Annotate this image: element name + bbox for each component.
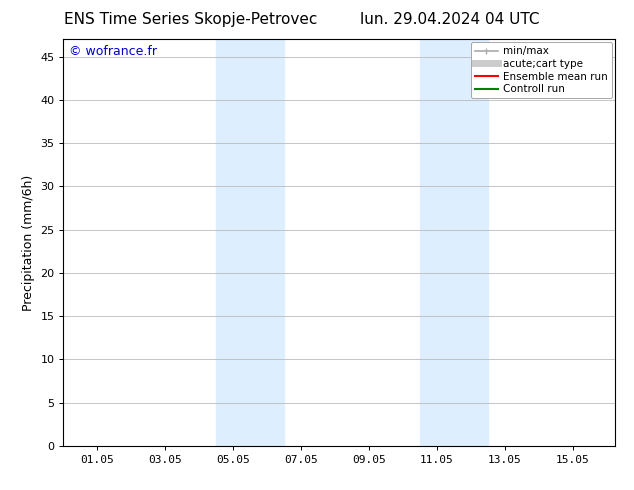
Text: ENS Time Series Skopje-Petrovec: ENS Time Series Skopje-Petrovec xyxy=(63,12,317,27)
Bar xyxy=(216,39,284,446)
Bar xyxy=(420,39,488,446)
Legend: min/max, acute;cart type, Ensemble mean run, Controll run: min/max, acute;cart type, Ensemble mean … xyxy=(470,42,612,98)
Y-axis label: Precipitation (mm/6h): Precipitation (mm/6h) xyxy=(22,174,35,311)
Text: © wofrance.fr: © wofrance.fr xyxy=(69,45,157,58)
Text: lun. 29.04.2024 04 UTC: lun. 29.04.2024 04 UTC xyxy=(360,12,540,27)
